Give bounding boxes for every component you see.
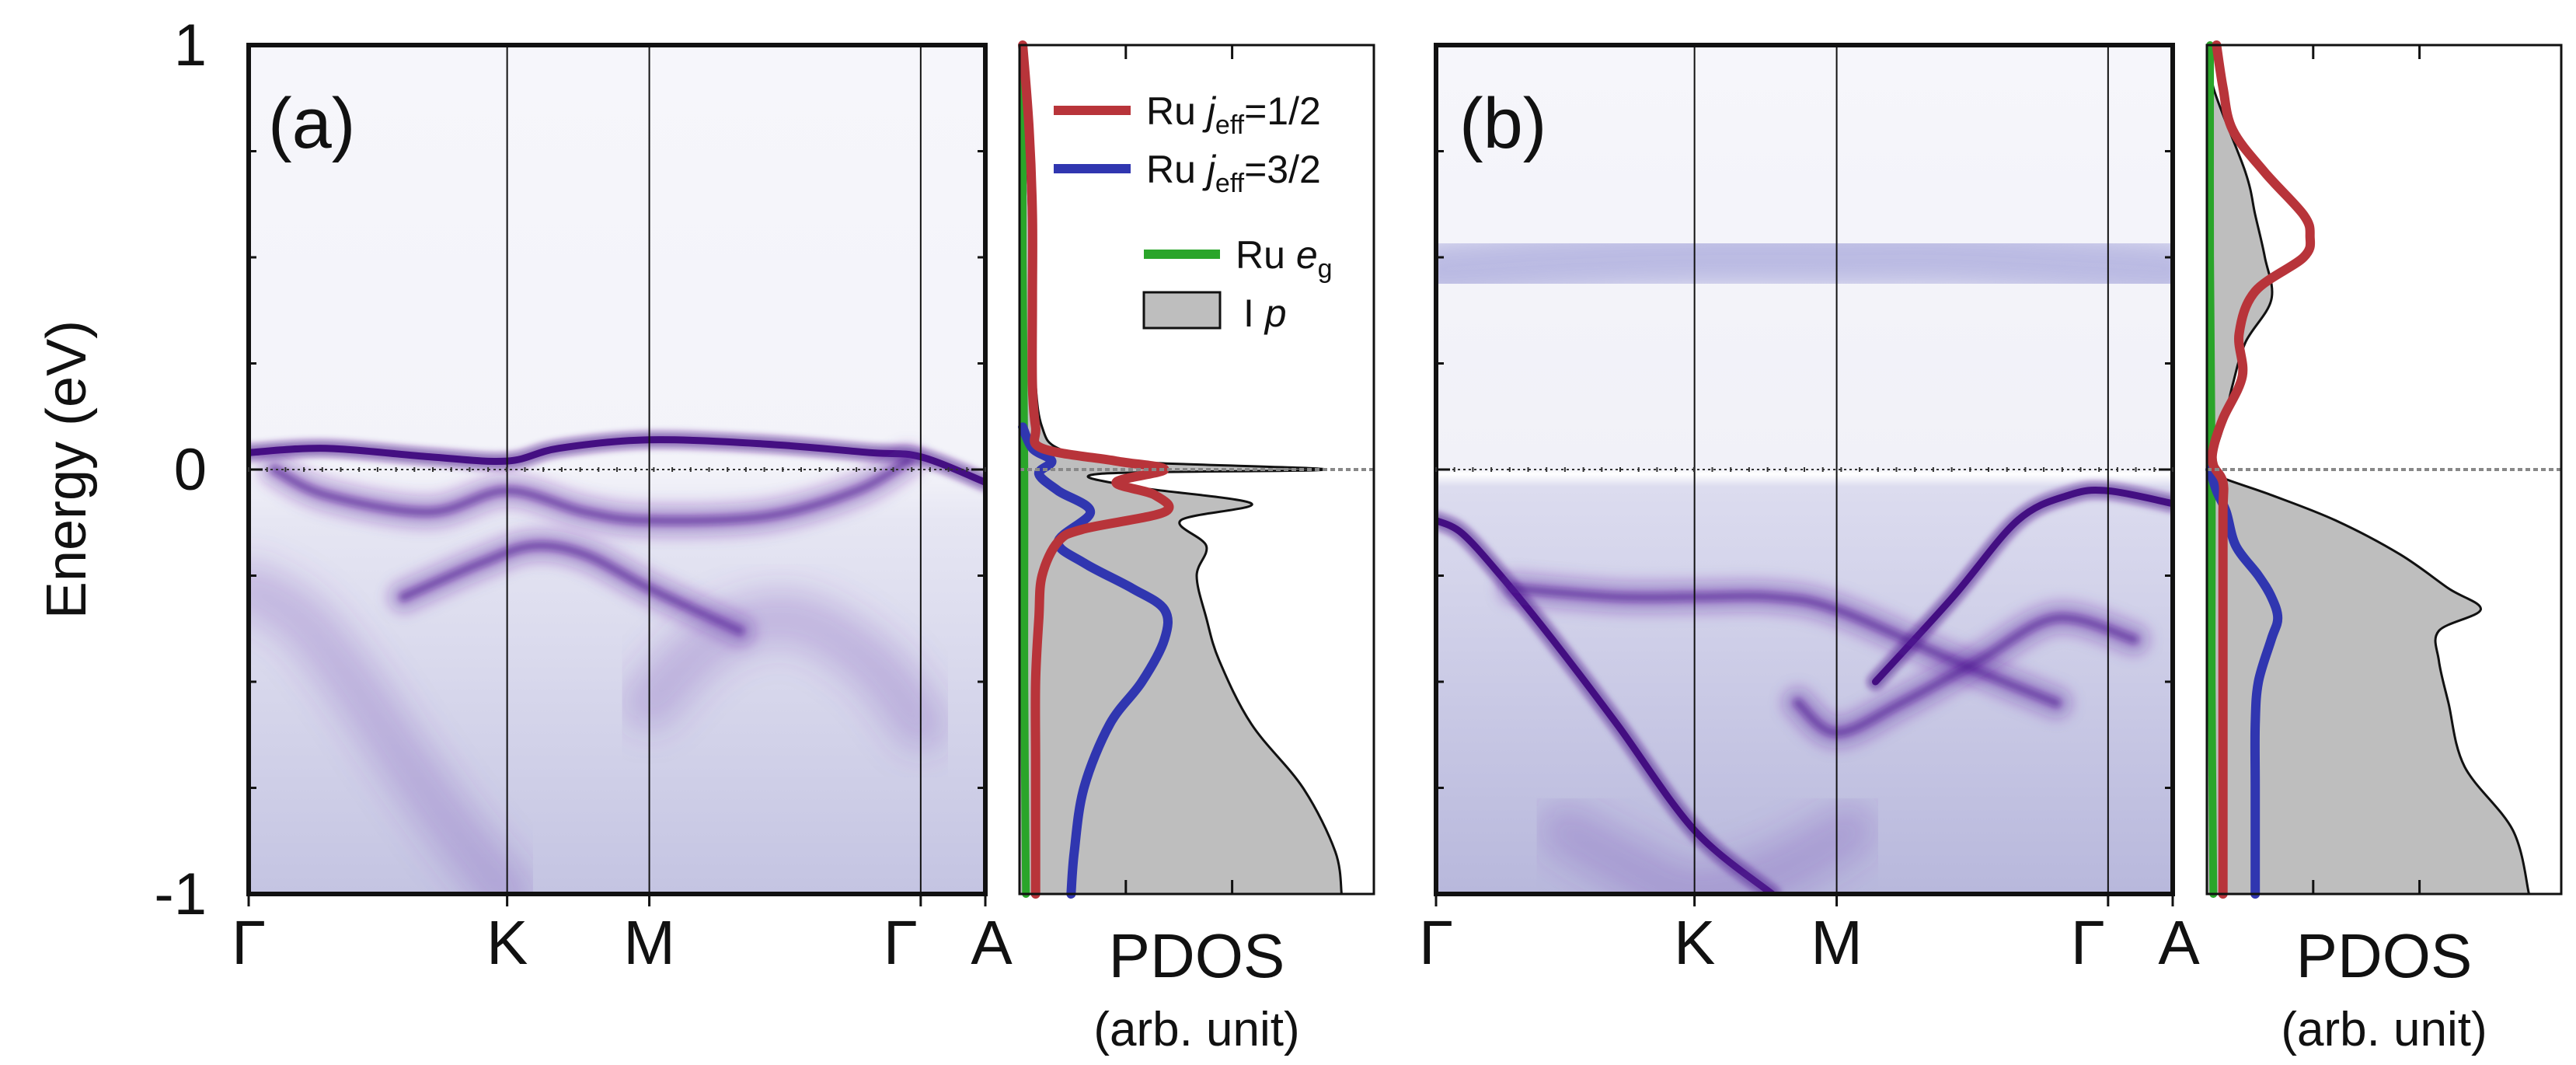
band-band-near-ef-low-core <box>270 456 913 526</box>
legend-label: I p <box>1243 292 1287 335</box>
pdos-panel-b-curves <box>2205 40 2531 899</box>
legend-label-tail: =1/2 <box>1244 89 1321 133</box>
pdos-ru-eg-line <box>1018 41 1030 898</box>
band-dispersive-right <box>622 590 948 752</box>
pdos-legend: Ru jeff=1/2Ru jeff=3/2Ru egI p <box>1054 89 1333 335</box>
y-tick-label: 0 <box>174 437 207 503</box>
legend-label-italic: p <box>1264 292 1287 335</box>
band-dispersive-left <box>249 560 535 894</box>
x-tick-label: Γ <box>1419 908 1453 977</box>
x-tick-label: M <box>1811 908 1863 977</box>
x-tick-label: K <box>1674 908 1715 977</box>
x-tick-label: A <box>2158 908 2200 977</box>
x-tick-label: M <box>623 908 675 977</box>
legend-label: Ru eg <box>1236 233 1333 284</box>
legend-label-tail: =3/2 <box>1244 148 1321 191</box>
legend-label-sub: g <box>1318 254 1333 284</box>
y-tick-label: 1 <box>174 12 207 79</box>
pdos-panel-b-xlabel: PDOS <box>2296 921 2473 990</box>
band-band-minus-0.2-core <box>399 540 744 636</box>
band-upper-hubbard-band <box>1436 225 2173 302</box>
band-panel-a-label: (a) <box>268 84 355 163</box>
legend-label-sub: eff <box>1215 169 1245 198</box>
x-tick-label: Γ <box>232 908 266 977</box>
x-tick-label: Γ <box>884 908 918 977</box>
legend-label: Ru jeff=1/2 <box>1146 89 1321 140</box>
pdos-panel-a-xlabel-sub: (arb. unit) <box>1093 1003 1299 1056</box>
pdos-panel-a: Ru jeff=1/2Ru jeff=3/2Ru egI p PDOS (arb… <box>1018 40 1375 1056</box>
band-valence-right-arc-core <box>1872 487 2173 686</box>
legend-swatch <box>1142 291 1222 330</box>
pdos-ru-jeff-1-2-line <box>2207 40 2316 899</box>
legend-label-main: Ru <box>1236 233 1296 277</box>
legend-label: Ru jeff=3/2 <box>1146 148 1321 198</box>
pdos-panel-b-frame <box>2205 44 2563 896</box>
band-panel-b-y-ticks <box>1435 44 2173 896</box>
legend-label-main: Ru <box>1146 89 1207 133</box>
pdos-ru-jeff-3-2-line <box>1018 422 1173 899</box>
pdos-panel-a-frame <box>1018 44 1375 896</box>
pdos-panel-a-ticks <box>1124 45 1234 894</box>
legend-label-sub: eff <box>1215 110 1245 140</box>
pdos-ru-jeff-1-2-line <box>1018 40 1174 899</box>
pdos-i-p-area <box>2205 44 2531 896</box>
legend-label-main: Ru <box>1146 148 1207 191</box>
pdos-panel-b: PDOS (arb. unit) <box>2205 40 2563 1056</box>
y-tick-label: -1 <box>154 861 207 927</box>
x-tick-label: Γ <box>2071 908 2105 977</box>
band-panel-a-bands <box>249 431 985 894</box>
pdos-panel-b-xlabel-sub: (arb. unit) <box>2281 1003 2487 1056</box>
legend-label-italic: e <box>1296 233 1318 277</box>
pdos-panel-b-ticks <box>2312 45 2421 894</box>
band-panel-a-y-ticks: -1 0 1 <box>154 12 986 927</box>
legend-label-main: I <box>1243 292 1265 335</box>
x-tick-label: A <box>971 908 1013 977</box>
x-tick-label: K <box>486 908 528 977</box>
band-flat-band-above-ef-core <box>249 436 985 486</box>
pdos-panel-a-xlabel: PDOS <box>1109 921 1285 990</box>
y-axis-label: Energy (eV) <box>36 320 98 619</box>
pdos-panel-a-curves <box>1018 40 1344 899</box>
band-panel-b-label: (b) <box>1459 84 1546 163</box>
